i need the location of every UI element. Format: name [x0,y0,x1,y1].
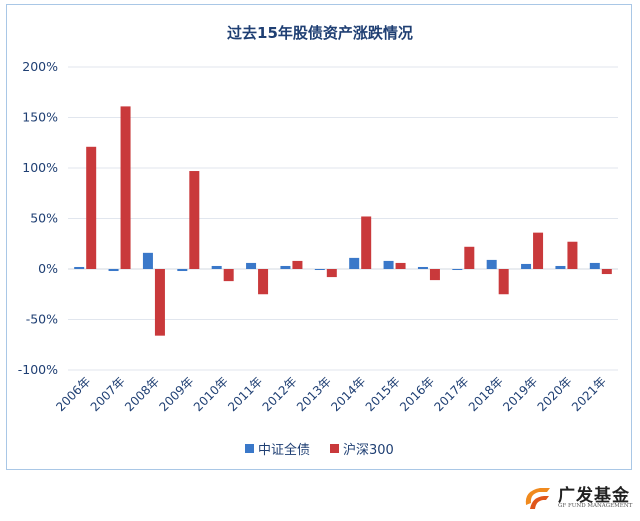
x-tick-label: 2008年 [122,374,162,414]
brand-logo: 广发基金 GF FUND MANAGEMENT [520,481,632,515]
bar-bond-2012年[interactable] [280,265,291,269]
x-tick-label: 2021年 [569,374,609,414]
bar-bond-2010年[interactable] [211,265,222,269]
bar-hs300-2016年[interactable] [429,269,440,281]
bar-hs300-2020年[interactable] [567,241,578,269]
bar-bond-2019年[interactable] [521,263,532,269]
x-tick-label: 2018年 [466,374,506,414]
bar-bond-2017年[interactable] [452,269,463,271]
x-tick-label: 2012年 [260,374,300,414]
bar-hs300-2007年[interactable] [120,106,131,269]
legend-swatch-bond [245,444,254,453]
bar-hs300-2021年[interactable] [601,269,612,275]
bar-bond-2014年[interactable] [349,257,360,269]
y-tick-label: 150% [22,110,58,125]
gf-logo-icon [525,488,550,509]
bar-bond-2007年[interactable] [108,269,119,272]
x-tick-label: 2019年 [500,374,540,414]
bar-hs300-2017年[interactable] [464,246,475,269]
brand-name: 广发基金 [558,486,630,506]
legend[interactable]: 中证全债 沪深300 [245,442,394,458]
bar-hs300-2015年[interactable] [395,262,406,269]
y-tick-label: 100% [22,160,58,175]
x-tick-label: 2010年 [191,374,231,414]
bar-bond-2009年[interactable] [177,269,188,272]
y-tick-label: -50% [26,312,58,327]
bar-bond-2015年[interactable] [383,260,394,269]
bar-hs300-2010年[interactable] [223,269,234,282]
bar-bond-2016年[interactable] [417,266,428,269]
chart-title: 过去15年股债资产涨跌情况 [227,24,413,42]
bar-hs300-2018年[interactable] [498,269,509,295]
bar-bond-2013年[interactable] [314,269,325,271]
y-tick-label: 0% [38,261,58,276]
bar-bond-2018年[interactable] [486,259,497,269]
bar-hs300-2019年[interactable] [533,232,544,269]
brand-subtitle: GF FUND MANAGEMENT [558,503,633,509]
x-tick-label: 2014年 [328,374,368,414]
bar-hs300-2008年[interactable] [154,269,165,336]
bar-bond-2006年[interactable] [74,266,85,269]
x-tick-label: 2009年 [156,374,196,414]
x-tick-label: 2006年 [53,374,93,414]
bar-hs300-2011年[interactable] [258,269,269,295]
bar-bond-2008年[interactable] [142,252,153,269]
legend-label-bond[interactable]: 中证全债 [258,442,310,458]
x-tick-label: 2016年 [397,374,437,414]
bar-hs300-2014年[interactable] [361,216,372,269]
y-tick-label: -100% [18,362,58,377]
bar-hs300-2009年[interactable] [189,171,200,269]
bar-bond-2011年[interactable] [246,262,257,269]
x-tick-label: 2011年 [225,374,265,414]
bar-bond-2020年[interactable] [555,265,566,269]
y-axis: 200% 150% 100% 50% 0% -50% -100% [18,59,58,377]
legend-swatch-hs300 [330,444,339,453]
x-axis: 2006年2007年2008年2009年2010年2011年2012年2013年… [53,374,609,414]
chart-frame [6,4,632,470]
x-tick-label: 2007年 [88,374,128,414]
legend-label-hs300[interactable]: 沪深300 [343,442,394,458]
y-tick-label: 50% [30,211,58,226]
x-tick-label: 2020年 [535,374,575,414]
y-tick-label: 200% [22,59,58,74]
bars [74,106,612,336]
bar-hs300-2006年[interactable] [86,146,97,269]
bar-hs300-2012年[interactable] [292,260,303,269]
bar-hs300-2013年[interactable] [326,269,337,278]
x-tick-label: 2017年 [431,374,471,414]
gridlines [68,66,618,371]
bar-bond-2021年[interactable] [589,262,600,269]
x-tick-label: 2015年 [363,374,403,414]
x-tick-label: 2013年 [294,374,334,414]
